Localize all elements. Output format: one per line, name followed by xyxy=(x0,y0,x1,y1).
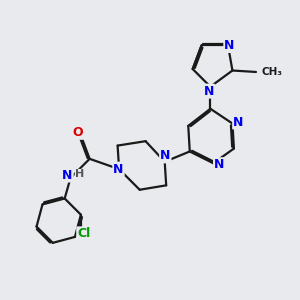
Text: N: N xyxy=(204,85,214,98)
Text: CH₃: CH₃ xyxy=(262,67,283,77)
Text: H: H xyxy=(75,169,85,179)
Text: N: N xyxy=(224,39,235,52)
Text: N: N xyxy=(62,169,73,182)
Text: N: N xyxy=(160,149,170,162)
Text: Cl: Cl xyxy=(77,227,91,240)
Text: N: N xyxy=(233,116,244,128)
Text: N: N xyxy=(214,158,224,171)
Text: O: O xyxy=(73,126,83,139)
Text: N: N xyxy=(113,163,124,176)
